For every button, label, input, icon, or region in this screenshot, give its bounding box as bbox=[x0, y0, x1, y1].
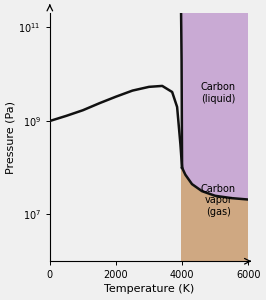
Y-axis label: Pressure (Pa): Pressure (Pa) bbox=[6, 101, 15, 174]
X-axis label: Temperature (K): Temperature (K) bbox=[104, 284, 194, 294]
Text: Carbon
vapor
(gas): Carbon vapor (gas) bbox=[201, 184, 236, 217]
Polygon shape bbox=[181, 14, 248, 200]
Text: Carbon
(liquid): Carbon (liquid) bbox=[201, 82, 236, 104]
Polygon shape bbox=[182, 168, 248, 261]
